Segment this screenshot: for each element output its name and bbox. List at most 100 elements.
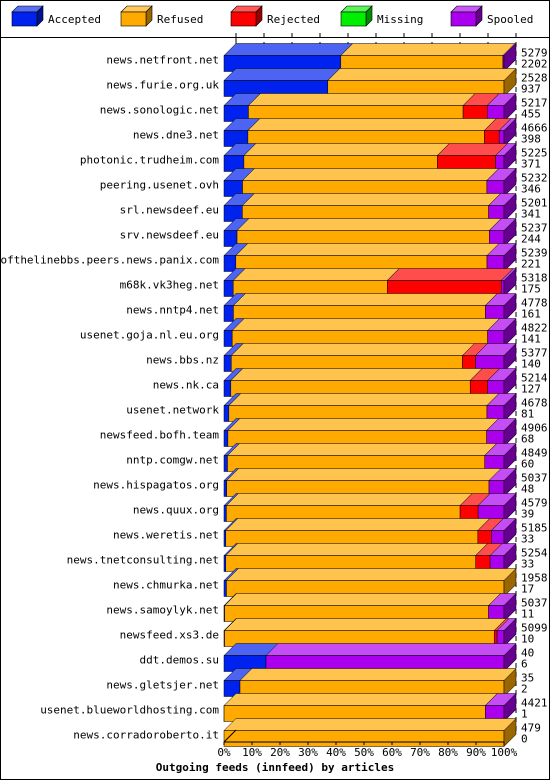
- bar-side: [503, 242, 517, 273]
- legend-label: Missing: [377, 13, 423, 26]
- bar-side: [503, 92, 517, 123]
- bar-segment-accepted: [223, 455, 228, 472]
- x-tick-label: 90%: [466, 746, 486, 759]
- bar-side: [503, 567, 517, 598]
- bar-side: [503, 42, 517, 73]
- bar-side: [503, 642, 517, 673]
- bar-total-label: 4906: [521, 422, 548, 435]
- category-label: peering.usenet.ovh: [100, 179, 219, 192]
- bar-segment-top: [265, 643, 517, 656]
- bar-accepted-label: 244: [521, 233, 541, 246]
- bar-segment-top: [230, 368, 483, 381]
- bar-accepted-label: 341: [521, 208, 541, 221]
- bar-accepted-label: 60: [521, 458, 534, 471]
- bar-side: [503, 692, 517, 723]
- bar-side: [503, 217, 517, 248]
- bar-total-label: 479: [521, 722, 541, 735]
- category-label: ddt.demos.su: [140, 654, 219, 667]
- bar-segment-top: [226, 468, 502, 481]
- bar-side: [503, 542, 517, 573]
- bar-accepted-label: 11: [521, 608, 534, 621]
- legend-swatch: [340, 11, 367, 27]
- bar-segment-top: [386, 268, 514, 281]
- bar-accepted-label: 39: [521, 508, 534, 521]
- bar-side: [503, 392, 517, 423]
- category-label: news.corradoroberto.it: [73, 729, 219, 742]
- bar-accepted-label: 1: [521, 708, 528, 721]
- bar-total-label: 40: [521, 647, 534, 660]
- legend-item-missing: Missing: [340, 5, 423, 27]
- bar-total-label: 5377: [521, 347, 548, 360]
- bar-accepted-label: 2202: [521, 58, 548, 71]
- bar-segment-top: [239, 668, 517, 681]
- bar-accepted-label: 0: [521, 733, 528, 746]
- bar-total-label: 5037: [521, 597, 548, 610]
- x-tick-label: 0%: [217, 746, 231, 759]
- x-tick-label: 50%: [354, 746, 374, 759]
- bar-segment-top: [243, 143, 450, 156]
- bar-accepted-label: 68: [521, 433, 534, 446]
- bar-segment-top: [327, 68, 517, 81]
- x-tick-label: 30%: [298, 746, 318, 759]
- bar-accepted-label: 140: [521, 358, 541, 371]
- legend-swatch: [450, 11, 477, 27]
- bar-side: [503, 417, 517, 448]
- bar-segment-top: [225, 518, 491, 531]
- category-label: m68k.vk3heg.net: [120, 279, 219, 292]
- bar-total-label: 2528: [521, 72, 548, 85]
- bar-segment-top: [235, 243, 500, 256]
- legend-swatch: [11, 11, 38, 27]
- bar-side: [503, 267, 517, 298]
- bar-side: [503, 717, 517, 748]
- legend: Accepted Refused Rejected Missing Spooled: [11, 5, 533, 27]
- legend-item-spooled: Spooled: [450, 5, 533, 27]
- bar-total-label: 35: [521, 672, 534, 685]
- category-label: srv.newsdeef.eu: [120, 229, 219, 242]
- bar-accepted-label: 6: [521, 658, 528, 671]
- bar-accepted-label: 221: [521, 258, 541, 271]
- category-label: usenet.network: [126, 404, 219, 417]
- bar-accepted-label: 161: [521, 308, 541, 321]
- bar-total-label: 5217: [521, 97, 548, 110]
- bar-total-label: 5185: [521, 522, 548, 535]
- bar-total-label: 5201: [521, 197, 548, 210]
- bar-accepted-label: 937: [521, 83, 541, 96]
- bar-side: [503, 492, 517, 523]
- legend-item-rejected: Rejected: [230, 5, 320, 27]
- x-tick-label: 100%: [491, 746, 518, 759]
- bar-segment-top: [247, 93, 476, 106]
- bar-total-label: 4822: [521, 322, 548, 335]
- bar-total-label: 5232: [521, 172, 548, 185]
- x-axis: 0% 10% 20% 30% 40% 50% 60% 70% 80% 90% 100%: [217, 729, 518, 759]
- bar-segment-top: [225, 493, 473, 506]
- bar-segment-accepted: [223, 330, 233, 347]
- bar-total-label: 5254: [521, 547, 548, 560]
- bar-accepted-label: 48: [521, 483, 534, 496]
- bar-accepted-label: 346: [521, 183, 541, 196]
- category-label: newsfeed.bofh.team: [100, 429, 220, 442]
- bar-segment-accepted: [223, 505, 227, 522]
- bar-segment-top: [223, 718, 517, 731]
- legend-item-refused: Refused: [120, 5, 203, 27]
- bar-side: [503, 342, 517, 373]
- bar-accepted-label: 127: [521, 383, 541, 396]
- bar-segment-top: [228, 393, 500, 406]
- bar-segment-accepted: [223, 280, 234, 297]
- category-label: usenet.blueworldhosting.com: [40, 704, 219, 717]
- category-label: news.hispagatos.org: [93, 479, 219, 492]
- bar-segment-accepted: [223, 355, 232, 372]
- x-tick-label: 60%: [382, 746, 402, 759]
- bar-total-label: 5239: [521, 247, 548, 260]
- bar-segment-accepted: [223, 530, 227, 547]
